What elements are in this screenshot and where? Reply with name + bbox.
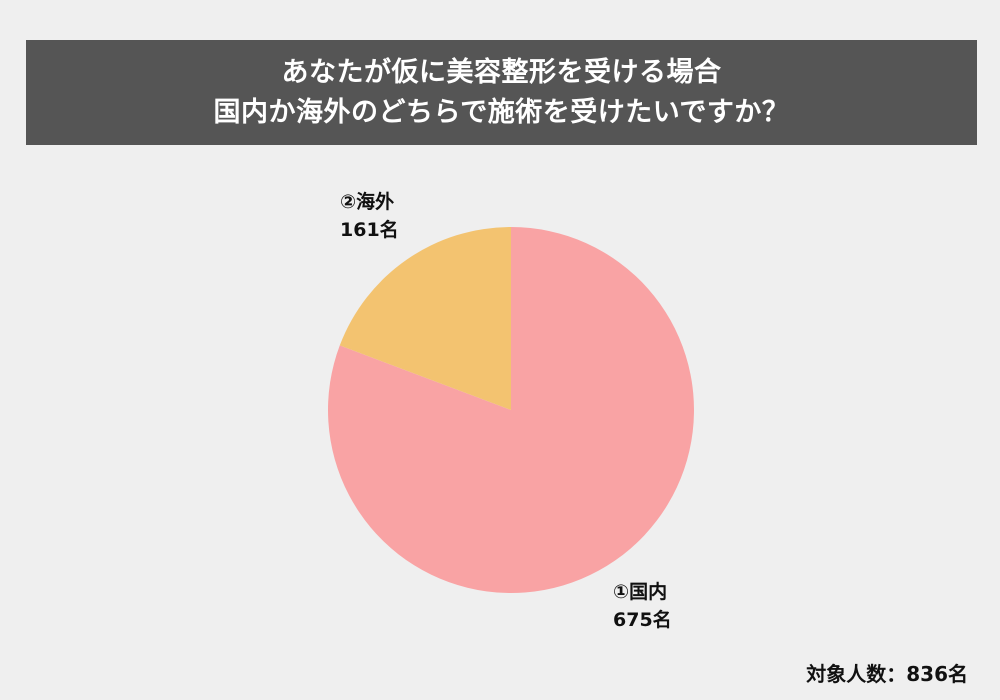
slice-label-overseas: ②海外 161名 <box>340 188 399 244</box>
slice-value-overseas: 161名 <box>340 219 399 241</box>
pie-slice-overseas <box>339 227 511 410</box>
chart-title-line-2: 国内か海外のどちらで施術を受けたいですか？ <box>213 96 790 128</box>
chart-title-banner: あなたが仮に美容整形を受ける場合 国内か海外のどちらで施術を受けたいですか？ <box>26 40 977 145</box>
slice-category-domestic: ①国内 <box>613 581 668 603</box>
chart-title-line-1: あなたが仮に美容整形を受ける場合 <box>281 56 722 88</box>
slice-value-domestic: 675名 <box>613 609 672 631</box>
slice-label-domestic: ①国内 675名 <box>613 578 672 634</box>
slice-category-overseas: ②海外 <box>340 191 395 213</box>
pie-slice-domestic <box>327 227 694 593</box>
respondent-count: 対象人数：836名 <box>806 662 968 686</box>
